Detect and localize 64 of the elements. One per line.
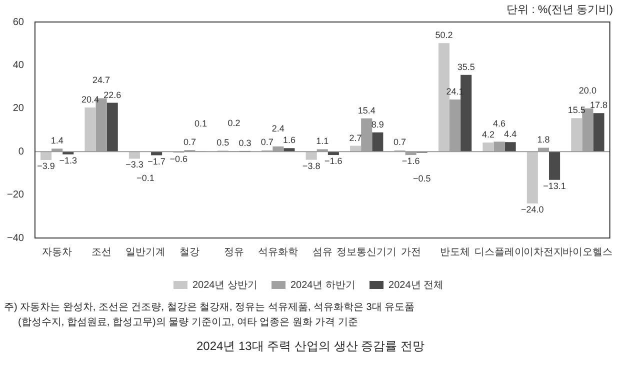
data-label: −3.8 xyxy=(302,160,320,171)
data-label: −3.9 xyxy=(37,161,55,172)
x-tick-label: 정보통신기기 xyxy=(336,246,397,258)
data-label: −1.3 xyxy=(59,155,78,166)
data-label: −1.7 xyxy=(148,156,166,166)
y-tick-label: 60 xyxy=(12,16,24,28)
data-label: 4.6 xyxy=(493,118,506,129)
legend-label: 2024년 하반기 xyxy=(290,280,356,291)
x-tick-label: 정유 xyxy=(224,246,244,258)
data-label: 50.2 xyxy=(435,30,453,40)
data-label: 4.4 xyxy=(504,129,517,140)
x-tick-label: 석유화학 xyxy=(258,246,298,258)
y-tick-label: 40 xyxy=(12,60,24,71)
y-tick-label: 20 xyxy=(12,103,24,114)
data-label: 17.8 xyxy=(590,100,608,110)
data-label: −3.3 xyxy=(126,160,144,170)
data-label: 2.7 xyxy=(349,132,362,143)
data-label: 0.7 xyxy=(260,137,274,148)
data-label: −1.6 xyxy=(402,156,420,166)
x-tick-label: 철강 xyxy=(180,246,200,258)
y-tick-label: 0 xyxy=(18,146,24,158)
x-tick-label: 가전 xyxy=(400,246,421,258)
data-label: −0.6 xyxy=(170,154,188,164)
data-label: −0.1 xyxy=(136,172,154,183)
data-label: 35.5 xyxy=(457,62,475,72)
data-label: 0.7 xyxy=(183,137,196,148)
data-label: 1.1 xyxy=(316,136,329,146)
y-tick-label: −40 xyxy=(6,232,24,244)
data-label: −0.5 xyxy=(412,174,431,184)
data-label: 1.8 xyxy=(537,134,550,145)
data-label: 20.0 xyxy=(578,85,596,96)
x-tick-label: 조선 xyxy=(91,246,112,258)
data-label: 8.9 xyxy=(371,119,384,130)
text: 단위 : %(전년 동기비) xyxy=(506,3,613,17)
data-label: 0.2 xyxy=(228,118,240,128)
data-label: 15.4 xyxy=(358,105,376,116)
data-label: 2.4 xyxy=(272,123,284,134)
data-label: −24.0 xyxy=(521,204,544,214)
data-label: 4.2 xyxy=(482,130,494,140)
data-label: 1.4 xyxy=(50,136,64,146)
x-tick-label: 바이오헬스 xyxy=(562,246,613,258)
data-label: 0.7 xyxy=(394,137,406,148)
y-tick-label: −20 xyxy=(6,190,24,201)
x-tick-label: 섬유 xyxy=(312,246,332,258)
x-tick-label: 자동차 xyxy=(42,246,72,258)
data-label: −1.6 xyxy=(324,156,342,166)
text: (합성수지, 합섬원료, 합성고무)의 물량 기준이고, 여타 업종은 원화 가격 기준 xyxy=(17,316,359,330)
data-label: 22.6 xyxy=(104,90,122,100)
text: 주) 자동차는 완성차, 조선은 건조량, 철강은 철강재, 정유는 석유제품, 석유화학은 3대 유도품 xyxy=(4,301,416,315)
legend-label: 2024년 전체 xyxy=(388,280,444,291)
x-tick-label: 일반기계 xyxy=(126,246,166,258)
data-label: 20.4 xyxy=(81,94,99,105)
legend-label: 2024년 상반기 xyxy=(192,280,258,291)
data-label: 1.6 xyxy=(282,135,296,146)
data-label: 0.3 xyxy=(238,138,252,148)
data-label: 24.7 xyxy=(92,75,110,86)
x-tick-label: 디스플레이 xyxy=(474,246,524,258)
data-label: 0.5 xyxy=(216,138,230,148)
data-label: 0.1 xyxy=(194,118,208,128)
text: 2024년 13대 주력 산업의 생산 증감률 전망 xyxy=(195,338,426,355)
data-label: 15.5 xyxy=(568,105,586,116)
x-tick-label: 이차전지 xyxy=(523,246,564,258)
x-tick-label: 반도체 xyxy=(440,246,470,258)
data-label: −13.1 xyxy=(543,180,566,191)
